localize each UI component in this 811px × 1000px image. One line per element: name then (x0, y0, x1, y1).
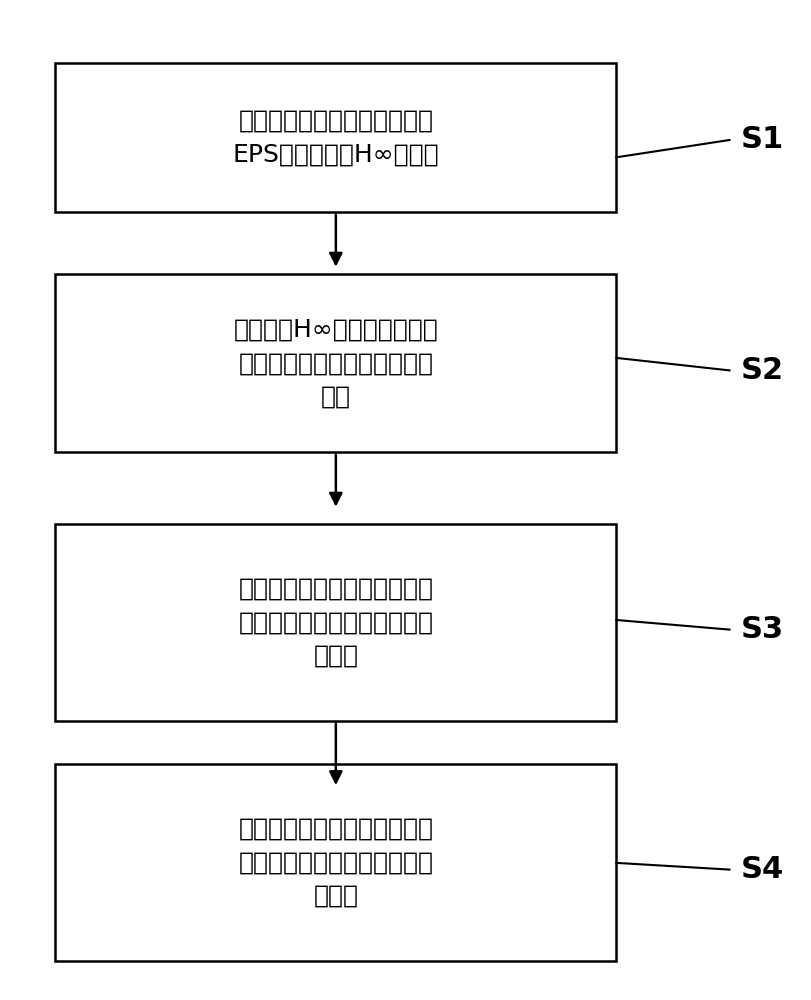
Text: S1: S1 (740, 125, 783, 154)
Bar (55, 63, 616, 212)
Text: S3: S3 (740, 615, 783, 644)
Text: 调整所述保性能控制器的控制
参数，使得车辆输出目标方向
盘转角: 调整所述保性能控制器的控制 参数，使得车辆输出目标方向 盘转角 (238, 817, 433, 908)
Bar (55, 274, 616, 452)
Text: S2: S2 (740, 356, 783, 385)
Bar (55, 764, 616, 961)
Text: 在驾驶员接管车辆的情况下，
确定控制驾驶员输入的保性能
控制器: 在驾驶员接管车辆的情况下， 确定控制驾驶员输入的保性能 控制器 (238, 577, 433, 668)
Text: S4: S4 (740, 855, 783, 884)
Text: 调整所述H∞控制器的控制参
数，使得车辆输出目标方向盘
转角: 调整所述H∞控制器的控制参 数，使得车辆输出目标方向盘 转角 (234, 318, 438, 409)
Bar (55, 524, 616, 721)
Text: 在自动驾驶状态下，确定控制
EPS电机力矩的H∞控制器: 在自动驾驶状态下，确定控制 EPS电机力矩的H∞控制器 (232, 109, 439, 166)
